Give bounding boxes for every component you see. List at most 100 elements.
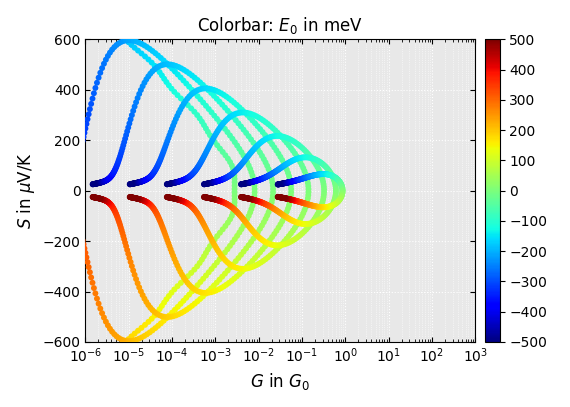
Point	[59, 179, 68, 186]
Point	[176, 280, 185, 286]
Point	[180, 98, 189, 105]
Point	[169, 252, 178, 259]
Point	[183, 279, 192, 286]
Point	[74, 222, 83, 228]
Point	[274, 194, 283, 200]
Point	[210, 179, 219, 185]
Point	[202, 195, 211, 201]
Point	[273, 208, 282, 214]
Point	[328, 173, 337, 179]
Point	[97, 196, 107, 202]
Point	[237, 213, 246, 220]
Point	[15, 181, 25, 187]
Point	[230, 196, 239, 202]
Point	[317, 201, 326, 208]
Point	[273, 181, 282, 188]
Point	[206, 195, 215, 201]
Point	[319, 184, 328, 190]
Point	[248, 117, 257, 124]
Point	[185, 173, 194, 180]
Point	[274, 181, 283, 188]
Point	[273, 194, 282, 200]
Point	[319, 171, 328, 177]
Point	[226, 171, 235, 178]
Point	[283, 205, 292, 212]
Point	[183, 96, 192, 102]
Point	[281, 163, 290, 170]
Point	[317, 173, 326, 180]
Point	[209, 240, 218, 247]
Point	[219, 175, 229, 182]
Point	[163, 194, 172, 200]
Point	[97, 310, 107, 317]
Point	[178, 177, 187, 184]
Point	[91, 195, 100, 201]
Point	[258, 199, 267, 206]
Point	[286, 230, 295, 236]
Point	[149, 170, 158, 176]
Point	[160, 146, 169, 153]
Point	[210, 263, 219, 269]
Point	[204, 269, 213, 276]
Point	[245, 179, 254, 186]
Point	[298, 199, 307, 206]
Point	[236, 109, 245, 116]
Point	[267, 204, 276, 211]
Point	[171, 116, 180, 123]
Point	[188, 204, 197, 210]
Point	[101, 177, 110, 184]
Point	[215, 119, 224, 125]
Point	[27, 173, 36, 180]
Point	[268, 242, 277, 248]
Point	[120, 139, 129, 145]
Point	[294, 155, 303, 162]
Point	[140, 198, 149, 204]
Point	[297, 154, 306, 161]
Point	[75, 358, 84, 365]
Point	[169, 195, 178, 202]
Point	[69, 205, 78, 212]
Point	[164, 181, 173, 187]
Point	[64, 176, 74, 182]
Point	[263, 135, 272, 142]
Point	[162, 237, 172, 243]
Point	[204, 180, 213, 187]
Point	[279, 180, 288, 187]
Point	[258, 246, 267, 252]
Point	[213, 178, 222, 184]
Point	[197, 256, 206, 263]
Point	[282, 235, 291, 242]
Point	[228, 112, 237, 118]
Point	[309, 172, 318, 179]
Point	[310, 219, 319, 225]
Point	[181, 176, 190, 182]
Point	[26, 175, 35, 182]
Point	[56, 195, 65, 201]
Point	[170, 179, 180, 186]
Point	[298, 154, 307, 161]
Point	[189, 90, 198, 96]
Point	[99, 196, 108, 203]
Point	[180, 308, 189, 315]
Point	[175, 178, 184, 184]
Point	[245, 223, 254, 230]
Point	[323, 204, 332, 210]
Point	[215, 197, 224, 204]
Point	[303, 180, 312, 186]
Point	[295, 199, 304, 205]
Point	[206, 141, 215, 148]
Point	[153, 163, 162, 169]
Point	[320, 162, 329, 169]
Point	[210, 236, 219, 243]
Point	[103, 176, 112, 183]
Point	[188, 171, 197, 177]
Point	[101, 197, 111, 204]
Point	[27, 173, 36, 179]
Point	[294, 142, 303, 148]
Point	[288, 217, 297, 224]
Point	[293, 198, 302, 204]
Point	[34, 152, 43, 159]
Point	[246, 209, 255, 216]
Point	[62, 197, 71, 204]
Point	[337, 184, 347, 190]
